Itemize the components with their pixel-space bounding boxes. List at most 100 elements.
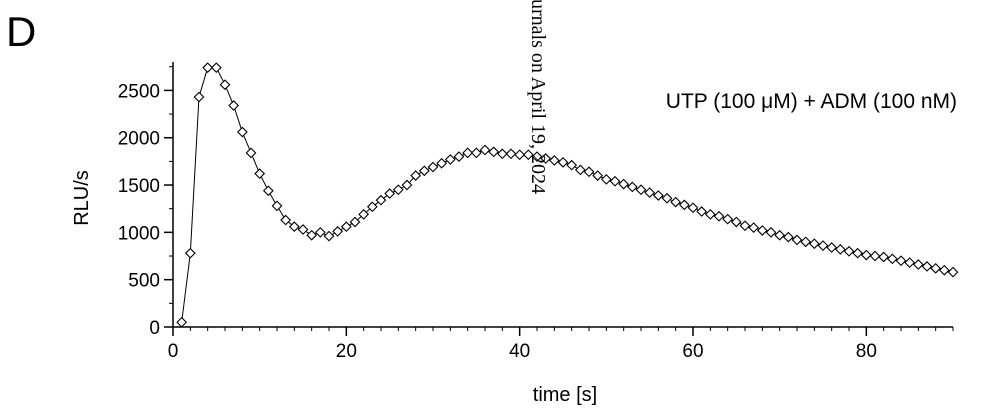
- data-point: [219, 79, 231, 91]
- panel-label: D: [6, 8, 36, 55]
- data-point: [444, 154, 456, 165]
- y-ticks: 0 500 1000 1500 2000 2500: [118, 66, 173, 339]
- data-point: [176, 316, 188, 328]
- data-point: [228, 100, 240, 111]
- data-point: [592, 170, 604, 181]
- data-point: [470, 147, 482, 159]
- data-point: [618, 178, 630, 190]
- data-point: [557, 156, 569, 168]
- data-point: [271, 200, 283, 212]
- data-point: [366, 201, 378, 213]
- data-point: [722, 213, 734, 225]
- x-tick-label: 20: [336, 341, 357, 362]
- data-point: [514, 149, 526, 161]
- data-point: [843, 245, 855, 257]
- data-point: [713, 210, 725, 222]
- data-point: [800, 236, 812, 248]
- data-point: [522, 149, 534, 161]
- data-point: [886, 253, 898, 265]
- data-point: [540, 153, 552, 164]
- data-point: [782, 231, 794, 243]
- data-point: [401, 179, 413, 191]
- data-point: [453, 151, 465, 163]
- data-point: [505, 148, 517, 160]
- y-tick-label: 2000: [118, 129, 160, 150]
- data-point: [652, 190, 664, 201]
- data-point: [869, 250, 881, 262]
- data-point: [410, 170, 422, 181]
- data-point: [531, 151, 543, 163]
- y-tick-label: 1000: [118, 223, 160, 244]
- data-point: [462, 147, 474, 159]
- data-point: [600, 173, 612, 185]
- data-point: [254, 168, 266, 180]
- data-point: [921, 261, 933, 272]
- data-point: [696, 206, 708, 217]
- data-point: [904, 257, 916, 269]
- data-point: [878, 251, 890, 263]
- data-point: [860, 249, 872, 261]
- data-point: [947, 266, 959, 278]
- y-tick-label: 500: [128, 271, 160, 292]
- data-point: [626, 181, 638, 193]
- data-point: [704, 208, 716, 220]
- y-tick-label: 0: [149, 318, 160, 339]
- y-tick-label: 2500: [118, 81, 160, 102]
- data-point: [748, 222, 760, 234]
- chart-annotation: UTP (100 μM) + ADM (100 nM): [666, 90, 957, 113]
- y-axis-label: RLU/s: [71, 170, 93, 226]
- data-point: [678, 199, 690, 211]
- data-point: [193, 91, 205, 103]
- data-point: [349, 216, 361, 228]
- data-point: [184, 247, 196, 259]
- data-point: [280, 214, 292, 226]
- data-point: [418, 165, 430, 177]
- x-tick-label: 40: [509, 341, 530, 362]
- data-point: [245, 147, 257, 159]
- data-point: [314, 226, 326, 238]
- data-point: [479, 144, 491, 156]
- data-point: [236, 126, 248, 138]
- x-ticks: 0 20 40 60 80: [168, 327, 954, 362]
- x-tick-label: 80: [856, 341, 877, 362]
- data-point: [635, 184, 647, 196]
- data-point: [756, 225, 768, 236]
- data-point: [384, 188, 396, 199]
- plot-area: 0 20 40 60 80 0 500 1000 1500 2000 2500: [118, 62, 959, 362]
- data-point: [774, 229, 786, 241]
- data-point: [791, 234, 803, 246]
- data-point: [427, 161, 439, 173]
- data-point: [306, 229, 318, 241]
- data-point: [202, 62, 214, 74]
- data-point: [609, 175, 621, 187]
- data-point: [574, 164, 586, 176]
- data-point: [297, 224, 309, 235]
- data-point: [687, 202, 699, 214]
- data-point: [566, 159, 578, 171]
- data-point: [826, 242, 838, 253]
- data-point: [340, 221, 352, 233]
- data-point: [332, 226, 344, 237]
- data-point: [895, 255, 907, 267]
- data-point: [661, 192, 673, 204]
- data-point: [930, 262, 942, 274]
- data-point: [739, 220, 751, 232]
- data-point: [912, 259, 924, 270]
- data-point: [210, 62, 222, 74]
- data-point: [548, 155, 560, 166]
- data-point: [730, 216, 742, 228]
- data-point: [644, 187, 656, 198]
- data-point: [938, 264, 950, 276]
- data-point: [288, 221, 300, 233]
- data-point: [392, 184, 404, 196]
- x-axis-label: time [s]: [533, 384, 597, 406]
- watermark-text: urnals on April 19, 2024: [527, 0, 549, 194]
- data-point: [436, 157, 448, 169]
- data-point: [670, 196, 682, 208]
- data-point: [496, 148, 508, 160]
- series-layer: [176, 62, 959, 328]
- data-point: [834, 244, 846, 255]
- data-point: [323, 230, 335, 242]
- data-point: [488, 146, 500, 158]
